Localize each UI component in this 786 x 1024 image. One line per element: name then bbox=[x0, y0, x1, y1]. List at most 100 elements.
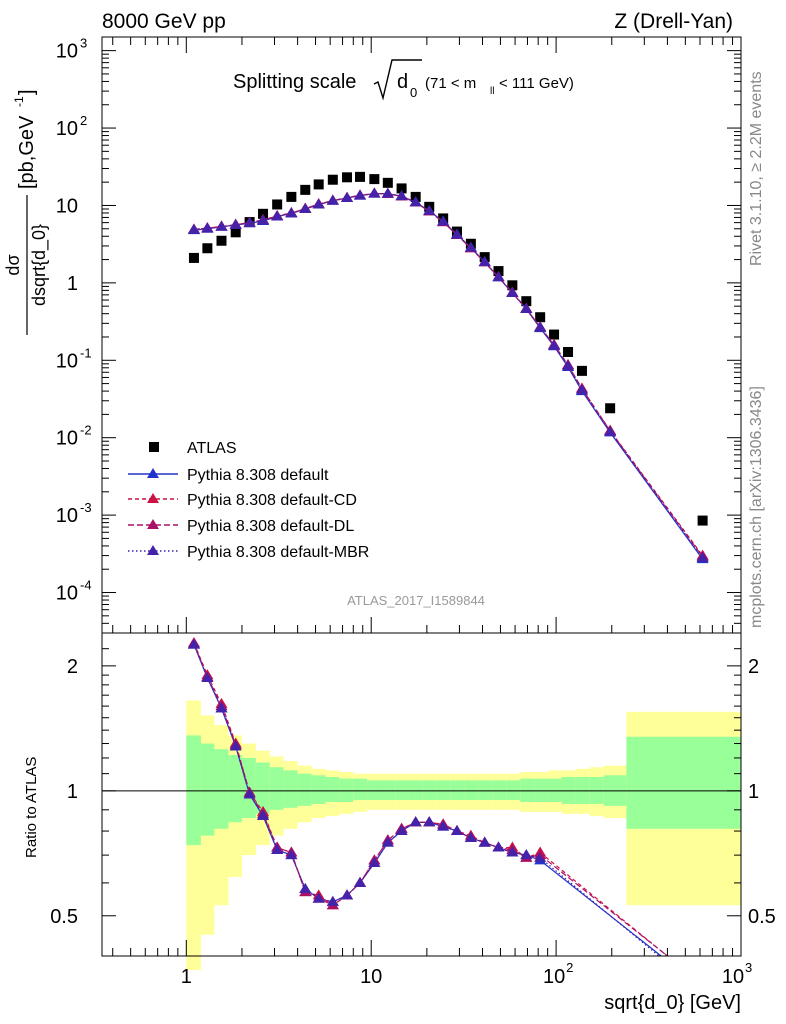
ratio-point-pythia-8-308-default-mbr bbox=[381, 836, 394, 847]
band-inner bbox=[381, 780, 396, 801]
data-point-pythia-8-308-default-mbr bbox=[395, 190, 408, 201]
data-point-pythia-8-308-default-mbr bbox=[243, 216, 256, 227]
plot-title-symbol-sub: 0 bbox=[410, 85, 417, 100]
data-point-pythia-8-308-default-mbr bbox=[368, 187, 381, 198]
y-tick-label-exponent: 3 bbox=[80, 36, 87, 51]
band-inner bbox=[548, 778, 562, 802]
ratio-panel-frame bbox=[101, 632, 742, 957]
y-label-denominator: dsqrt{d_0} bbox=[29, 224, 50, 306]
legend-entry-dl: Pythia 8.308 default-DL bbox=[128, 518, 354, 535]
data-point-atlas bbox=[507, 280, 518, 291]
plot-title-range-pre: (71 < m bbox=[425, 75, 476, 92]
band-inner bbox=[520, 778, 535, 802]
data-point-atlas bbox=[563, 346, 574, 357]
ratio-series bbox=[187, 637, 668, 957]
legend-marker-dl bbox=[147, 519, 159, 529]
legend-label-dl: Pythia 8.308 default-DL bbox=[187, 518, 354, 535]
data-point-pythia-8-308-default-mbr bbox=[312, 198, 325, 209]
x-tick-label-exponent: 3 bbox=[745, 960, 752, 975]
ratio-tail-pythia-8-308-default-dl bbox=[539, 854, 668, 957]
data-point-pythia-8-308-default-mbr bbox=[506, 286, 519, 297]
ratio-point-pythia-8-308-default-mbr bbox=[354, 876, 367, 887]
x-axis-label: sqrt{d_0} [GeV] bbox=[604, 992, 741, 1014]
plot-title: Splitting scale d 0 (71 < m ll < 111 GeV… bbox=[233, 59, 574, 101]
legend: ATLAS Pythia 8.308 default Pythia 8.308 … bbox=[128, 440, 369, 561]
ratio-point-pythia-8-308-default-mbr bbox=[341, 889, 354, 900]
data-point-pythia-8-308-default-mbr bbox=[409, 196, 422, 207]
ratio-point-pythia-8-308-default-mbr bbox=[215, 702, 228, 713]
data-point-atlas bbox=[327, 174, 338, 185]
data-point-atlas bbox=[258, 208, 269, 219]
data-point-atlas bbox=[521, 296, 532, 307]
legend-entry-default: Pythia 8.308 default bbox=[128, 467, 329, 484]
ratio-point-pythia-8-308-default-mbr bbox=[326, 895, 339, 906]
data-point-pythia-8-308-default-mbr bbox=[562, 360, 575, 371]
ratio-point-pythia-8-308-default-mbr bbox=[437, 820, 450, 831]
x-axis-ticks: 1 10 10 2 10 3 bbox=[112, 37, 752, 988]
data-point-pythia-8-308-default-mbr bbox=[257, 214, 270, 225]
y-tick-label-exponent: -1 bbox=[80, 345, 92, 360]
y-tick-label-exponent: -3 bbox=[80, 500, 92, 515]
legend-marker-cd bbox=[147, 493, 159, 503]
plot-title-symbol: d bbox=[397, 71, 408, 93]
y-tick-label-exponent: 2 bbox=[80, 113, 87, 128]
ratio-point-pythia-8-308-default-mbr bbox=[450, 825, 463, 836]
ratio-point-pythia-8-308-default-mbr bbox=[478, 836, 491, 847]
y-axis-label-upper: dσ dsqrt{d_0} [pb,GeV -1 ] bbox=[3, 89, 50, 335]
y-tick-label-upper: 10 bbox=[56, 583, 78, 605]
ratio-panel: 2 2 1 1 0.5 0.5 Ratio to ATLAS bbox=[23, 632, 776, 971]
legend-marker-default bbox=[147, 468, 159, 478]
y-tick-label-upper: 10 bbox=[56, 350, 78, 372]
band-inner bbox=[269, 767, 284, 810]
band-inner bbox=[506, 780, 521, 801]
band-inner bbox=[311, 775, 326, 804]
data-point-pythia-8-308-default-mbr bbox=[534, 321, 547, 332]
plot-title-main: Splitting scale bbox=[233, 71, 356, 93]
band-inner bbox=[626, 736, 741, 829]
band-inner bbox=[492, 780, 507, 801]
y-tick-label-exponent: -2 bbox=[80, 423, 92, 438]
process-label: Z (Drell-Yan) bbox=[614, 10, 733, 33]
ratio-point-pythia-8-308-default-mbr bbox=[423, 816, 436, 827]
band-inner bbox=[408, 780, 423, 801]
data-point-pythia-8-308-default-mbr bbox=[437, 215, 450, 226]
band-inner bbox=[255, 762, 270, 814]
band-inner bbox=[200, 743, 215, 836]
data-point-atlas bbox=[535, 312, 546, 323]
legend-marker-mbr bbox=[147, 545, 159, 555]
legend-marker-atlas bbox=[149, 442, 159, 452]
collision-label: 8000 GeV pp bbox=[102, 10, 226, 33]
ratio-point-pythia-8-308-default-mbr bbox=[534, 851, 547, 862]
y-tick-label-lower-right: 2 bbox=[748, 656, 759, 678]
ratio-point-pythia-8-308-default-mbr bbox=[187, 638, 200, 649]
data-point-atlas bbox=[576, 365, 587, 376]
data-point-atlas bbox=[188, 252, 199, 263]
data-point-atlas bbox=[355, 171, 366, 182]
data-point-pythia-8-308-default-mbr bbox=[520, 302, 533, 313]
data-point-atlas bbox=[202, 243, 213, 254]
sqrt-sign bbox=[373, 59, 422, 101]
data-point-pythia-8-308-default-mbr bbox=[492, 271, 505, 282]
y-tick-label-exponent: -4 bbox=[80, 578, 92, 593]
data-point-pythia-8-308-default-mbr bbox=[575, 384, 588, 395]
ratio-point-pythia-8-308-default-mbr bbox=[506, 846, 519, 857]
band-inner bbox=[464, 780, 479, 801]
band-inner bbox=[325, 776, 340, 802]
plot-title-range-sub: ll bbox=[490, 86, 494, 97]
ratio-point-pythia-8-308-default-mbr bbox=[520, 849, 533, 860]
band-inner bbox=[367, 780, 382, 801]
y-tick-label-upper: 10 bbox=[56, 505, 78, 527]
data-point-pythia-8-308-default-mbr bbox=[341, 191, 354, 202]
band-inner bbox=[353, 778, 368, 801]
band-inner bbox=[297, 773, 312, 806]
data-point-atlas bbox=[286, 191, 297, 202]
ratio-point-pythia-8-308-default-mbr bbox=[257, 809, 270, 820]
ratio-point-pythia-8-308-default-mbr bbox=[243, 788, 256, 799]
data-point-atlas bbox=[382, 177, 393, 188]
legend-entry-atlas: ATLAS bbox=[149, 440, 237, 457]
band-inner bbox=[450, 780, 465, 801]
y-tick-label-upper: 10 bbox=[56, 428, 78, 450]
x-tick-label: 1 bbox=[181, 966, 192, 988]
